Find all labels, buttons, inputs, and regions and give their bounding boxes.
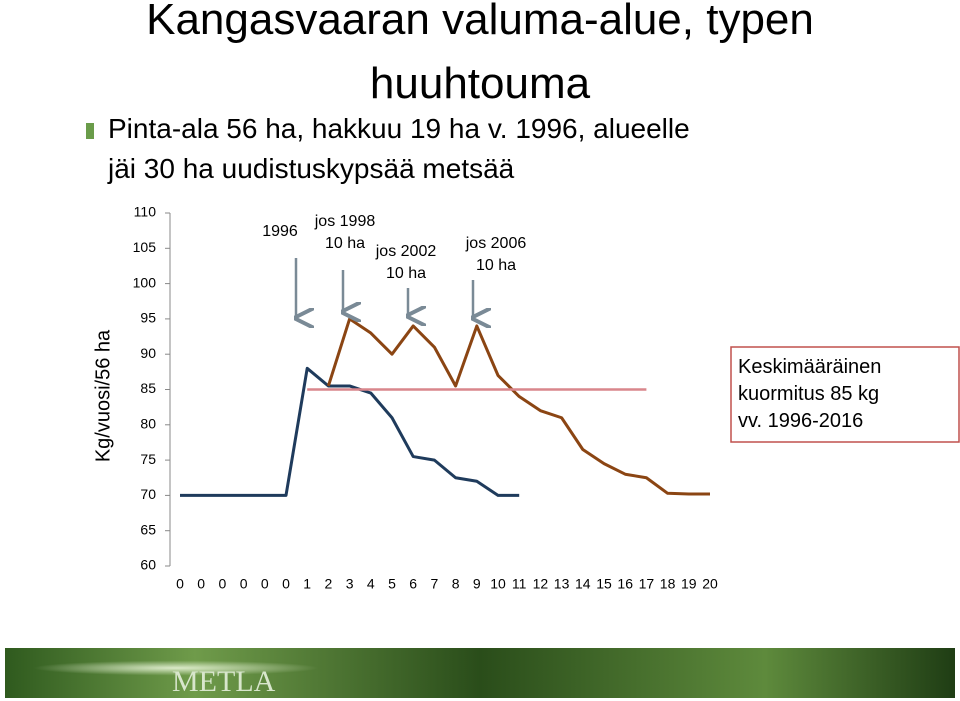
annotation: 1996 <box>262 223 298 240</box>
y-tick-label: 65 <box>140 521 156 537</box>
y-tick-label: 90 <box>140 345 156 361</box>
y-tick-label: 75 <box>140 451 156 467</box>
x-tick-label: 19 <box>681 576 697 592</box>
y-tick-label: 60 <box>140 557 156 573</box>
series-line <box>180 366 520 497</box>
x-tick-label: 2 <box>325 576 333 592</box>
x-tick-label: 7 <box>431 576 439 592</box>
bullet-text: Pinta-ala 56 ha, hakkuu 19 ha v. 1996, a… <box>107 113 690 184</box>
text-line: kuormitus 85 kg <box>738 383 879 405</box>
y-tick-label: 80 <box>140 416 156 432</box>
bullet-icon <box>86 123 94 139</box>
x-tick-label: 0 <box>176 576 184 592</box>
x-tick-label: 14 <box>575 576 591 592</box>
x-tick-label: 8 <box>452 576 460 592</box>
x-tick-label: 13 <box>554 576 570 592</box>
text-line: jäi 30 ha uudistuskypsää metsää <box>107 153 515 184</box>
title: Kangasvaaran valuma-alue, typen huuhtouma <box>146 0 814 108</box>
x-tick-label: 12 <box>533 576 549 592</box>
x-tick-label: 20 <box>702 576 718 592</box>
annotation: 10 ha <box>325 235 365 252</box>
annotation: jos 2002 <box>375 243 437 260</box>
x-tick-label: 3 <box>346 576 354 592</box>
annotation: jos 1998 <box>314 213 376 230</box>
y-tick-label: 105 <box>133 239 157 255</box>
series-line <box>326 317 710 496</box>
x-tick-label: 15 <box>596 576 612 592</box>
y-tick-label: 95 <box>140 310 156 326</box>
x-tick-label: 0 <box>282 576 290 592</box>
x-tick-label: 17 <box>639 576 655 592</box>
text-line: vv. 1996-2016 <box>738 410 863 432</box>
x-tick-label: 6 <box>409 576 417 592</box>
x-tick-label: 18 <box>660 576 676 592</box>
text-line: Keskimääräinen <box>738 356 881 378</box>
x-tick-label: 4 <box>367 576 375 592</box>
x-tick-label: 0 <box>261 576 269 592</box>
legend-label: Keskimääräinen kuormitus 85 kg vv. 1996-20… <box>738 356 881 432</box>
y-tick-label: 110 <box>134 204 157 220</box>
x-tick-label: 0 <box>219 576 227 592</box>
annotation: jos 2006 <box>465 235 527 252</box>
annotation: 10 ha <box>476 257 516 274</box>
y-axis-label: Kg/vuosi/56 ha <box>92 329 114 462</box>
y-tick-label: 100 <box>133 274 157 290</box>
x-tick-label: 5 <box>388 576 396 592</box>
text-line: Kangasvaaran valuma-alue, typen <box>146 0 814 44</box>
text-line: huuhtouma <box>370 59 591 108</box>
x-tick-label: 1 <box>303 576 311 592</box>
x-tick-label: 0 <box>240 576 248 592</box>
y-tick-label: 70 <box>140 486 156 502</box>
x-tick-label: 16 <box>617 576 633 592</box>
x-tick-label: 11 <box>512 576 527 592</box>
footer-logo: METLA <box>172 665 276 698</box>
legend-box <box>730 346 960 443</box>
annotation: 10 ha <box>386 265 426 282</box>
footer-glow <box>5 648 955 698</box>
text-line: Pinta-ala 56 ha, hakkuu 19 ha v. 1996, a… <box>108 113 690 144</box>
x-tick-label: 9 <box>473 576 481 592</box>
x-tick-label: 0 <box>197 576 205 592</box>
y-tick-label: 85 <box>140 380 156 396</box>
x-tick-label: 10 <box>490 576 506 592</box>
